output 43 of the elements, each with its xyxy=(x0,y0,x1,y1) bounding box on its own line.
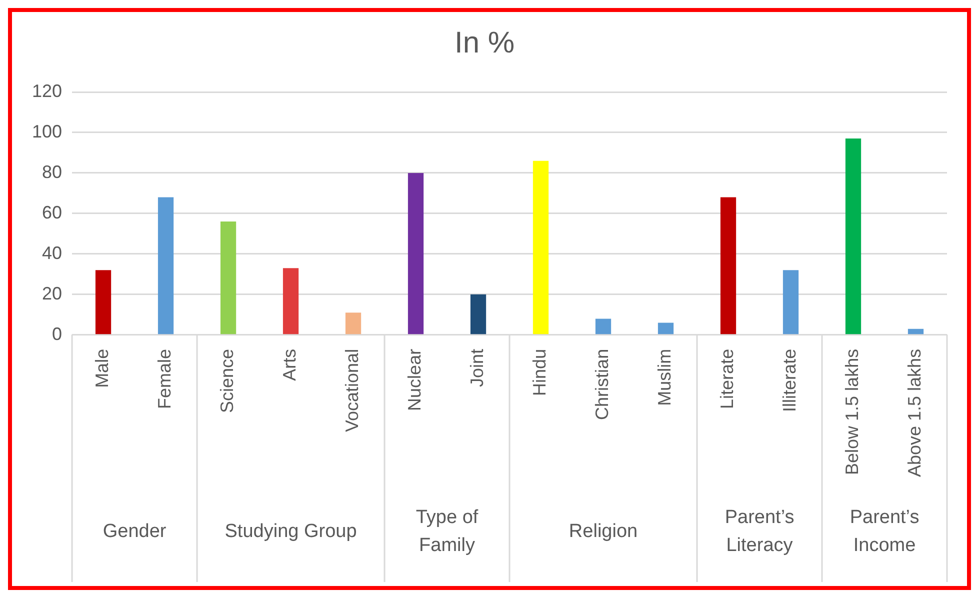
bar xyxy=(782,270,799,334)
x-tick-label: Hindu xyxy=(530,348,550,396)
bar xyxy=(532,160,549,334)
bar xyxy=(595,318,612,334)
y-tick-label: 60 xyxy=(42,202,62,222)
x-tick-label: Illiterate xyxy=(780,348,800,412)
text: Studying Group xyxy=(224,521,357,542)
bar xyxy=(845,138,862,334)
bar xyxy=(220,222,236,334)
x-tick-label: Below 1.5 lakhs xyxy=(842,348,862,475)
x-tick-label: Arts xyxy=(280,348,300,381)
text: Gender xyxy=(102,521,167,542)
text: Parent’s Literacy xyxy=(724,507,794,556)
bar xyxy=(158,197,174,334)
x-tick-label: Female xyxy=(154,348,175,409)
y-tick-label: 120 xyxy=(32,80,62,101)
text: Parent’s Income xyxy=(850,507,920,556)
text: Type of Family xyxy=(416,507,479,556)
text: Religion xyxy=(568,521,638,542)
y-tick-label: 100 xyxy=(32,121,62,142)
bar xyxy=(408,172,424,334)
border-frame: In % Male Female Science Arts Vocational Nuclear Joint Hindu Christian Muslim Literate Illiterate Below 1.5 lakhs Above 1.5 lakhs 0 20 40 60 80 100 120 Gender Studying Group Type of Family Religion Parent’s Literacy Parent’s Income xyxy=(8,8,971,590)
x-tick-label: Christian xyxy=(592,348,612,420)
bar xyxy=(470,294,486,334)
bar xyxy=(658,322,674,334)
y-tick-label: 0 xyxy=(52,324,62,344)
x-tick-label: Muslim xyxy=(654,348,675,406)
bar xyxy=(345,312,362,334)
x-tick-label: Science xyxy=(217,348,238,413)
bar xyxy=(720,197,736,334)
y-tick-label: 40 xyxy=(42,242,62,263)
x-tick-label: Joint xyxy=(467,348,488,387)
x-tick-label: Nuclear xyxy=(404,348,425,411)
x-tick-label: Above 1.5 lakhs xyxy=(904,348,925,478)
x-tick-label: Vocational xyxy=(342,348,362,432)
x-tick-label: Male xyxy=(92,348,112,388)
y-tick-label: 80 xyxy=(42,162,62,182)
bar xyxy=(95,270,112,334)
y-tick-label: 20 xyxy=(42,283,62,304)
chart-title: In % xyxy=(454,26,515,60)
bar xyxy=(282,268,299,334)
x-tick-label: Literate xyxy=(717,348,738,409)
bar xyxy=(908,328,924,334)
